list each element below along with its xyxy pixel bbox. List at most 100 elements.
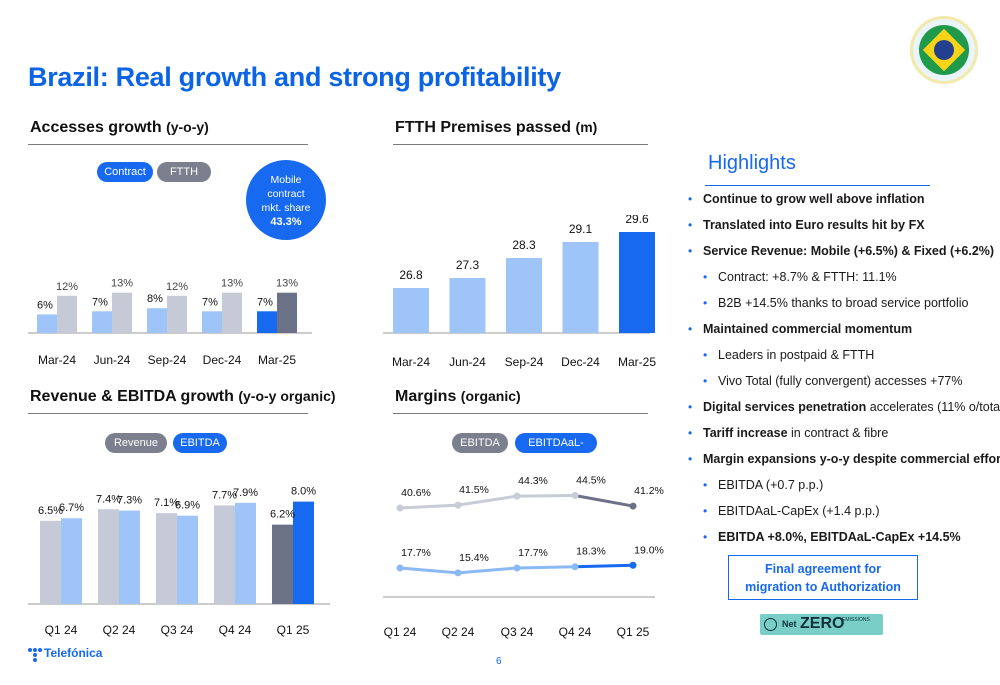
page-number: 6 [496,656,502,667]
ebitda-margin-point [629,502,637,510]
data-label-contract: 8% [147,293,163,305]
bar-contract [37,314,57,333]
highlight-item: • B2B +14.5% thanks to broad service port… [688,294,998,320]
divider [393,144,648,145]
ebitda-margin-point [454,501,462,509]
x-tick-label: Mar-25 [618,355,656,369]
x-tick-label: Q2 24 [442,625,475,639]
bar-ebitda [177,515,198,604]
bar-ftth [277,292,297,333]
data-label-ebitda: 6.9% [175,500,200,512]
data-label-revenue: 6.5% [38,505,63,517]
ftth-premises-chart: 26.8 Mar-24 27.3 Jun-24 28.3 Sep-24 29.1 Dec-24… [383,215,656,369]
bullet-icon: • [703,374,708,388]
bullet-icon: • [688,192,693,206]
bullet-icon: • [703,478,708,492]
data-label: 26.8 [399,268,423,282]
divider [28,144,308,145]
revenue-section-title: Revenue & EBITDA growth (y-o-y organic) [30,388,336,405]
bar-ebitda [235,502,256,604]
highlight-item: • Vivo Total (fully convergent) accesses … [688,372,998,398]
margins-chart: 40.6% 41.5% 44.3% 44.5% 41.2% 17.7% 15.4% 17.7%… [383,475,664,639]
bar-ftth [57,295,77,333]
data-label-revenue: 7.7% [212,489,237,501]
data-label-capex-margin: 19.0% [634,544,664,556]
data-label-ebitda-margin: 41.5% [459,484,489,496]
highlight-text: Tariff increase in contract & fibre [703,424,888,442]
bullet-icon: • [688,218,693,232]
x-tick-label: Q3 24 [161,623,194,637]
page-title: Brazil: Real growth and strong profitabi… [28,62,561,92]
x-tick-label: Q1 25 [617,625,650,639]
x-tick-label: Sep-24 [148,353,187,367]
data-label-contract: 6% [37,299,53,311]
bar-contract [92,311,112,333]
highlight-item: • Margin expansions y-o-y despite commerc… [688,450,1000,476]
bar-ftth-premises [562,242,599,333]
ftth-section-title: FTTH Premises passed (m) [395,119,598,136]
bullet-icon: • [703,348,708,362]
data-label-ebitda-margin: 40.6% [401,487,431,499]
highlight-plain-text: accelerates (11% o/total rev) [869,400,1000,414]
highlight-text: Continue to grow well above inflation [703,190,925,208]
highlight-item: • Maintained commercial momentum [688,320,998,346]
data-label-ftth: 12% [166,281,188,293]
accesses-growth-chart: 6%12%Mar-247%13%Jun-248%12%Sep-247%13%De… [28,278,312,367]
x-tick-label: Q1 24 [384,625,417,639]
bar-contract [202,311,222,333]
capex-margin-point [513,564,521,572]
highlight-plain-text: Leaders in postpaid & FTTH [718,348,875,362]
highlight-text: Leaders in postpaid & FTTH [718,346,874,364]
divider [28,413,308,414]
bar-contract [147,308,167,333]
legend-contract: Contract [97,162,153,182]
net-zero-badge: Net ZERO EMISSIONS [760,614,883,635]
x-tick-label: Sep-24 [505,355,544,369]
highlight-bold-text: Continue to grow well above inflation [703,192,925,206]
data-label-ebitda-margin: 41.2% [634,485,664,497]
ebitda-margin-point [571,492,579,500]
data-label-ftth: 13% [276,278,298,290]
highlights-list: • Continue to grow well above inflation • T… [688,190,1000,554]
bar-ebitda [119,510,140,604]
bullet-icon: • [703,530,708,544]
bullet-icon: • [688,244,693,258]
x-tick-label: Q4 24 [219,623,252,637]
capex-margin-point [454,569,462,577]
bullet-icon: • [703,270,708,284]
data-label-contract: 7% [92,296,108,308]
highlight-plain-text: EBITDA (+0.7 p.p.) [718,478,824,492]
highlight-text: Translated into Euro results hit by FX [703,216,925,234]
legend-ftth: FTTH [157,162,211,182]
bullet-icon: • [688,452,693,466]
highlight-item: • Contract: +8.7% & FTTH: 11.1% [688,268,998,294]
highlight-bold-text: Translated into Euro results hit by FX [703,218,925,232]
highlight-text: Vivo Total (fully convergent) accesses +… [718,372,962,390]
x-tick-label: Jun-24 [94,353,131,367]
bullet-icon: • [688,426,693,440]
data-label: 29.6 [625,215,649,226]
highlight-plain-text: in contract & fibre [787,426,889,440]
bullet-icon: • [688,400,693,414]
x-tick-label: Mar-24 [38,353,76,367]
highlight-plain-text: Contract: +8.7% & FTTH: 11.1% [718,270,897,284]
ebitda-margin-point [513,492,521,500]
bar-ftth-premises [506,258,542,333]
bullet-icon: • [703,504,708,518]
data-label: 27.3 [456,258,480,272]
bar-revenue [40,520,61,604]
highlight-text: B2B +14.5% thanks to broad service portf… [718,294,969,312]
mobile-contract-share-badge: Mobile contract mkt. share 43.3% [246,160,326,240]
bullet-icon: • [703,296,708,310]
data-label-ebitda: 7.9% [233,487,258,499]
highlight-item: • Continue to grow well above inflation [688,190,998,216]
highlight-text: EBITDA (+0.7 p.p.) [718,476,823,494]
x-tick-label: Jun-24 [449,355,486,369]
divider [393,413,648,414]
highlight-bold-text: Service Revenue: Mobile (+6.5%) & Fixed … [703,244,995,258]
data-label-contract: 7% [257,296,273,308]
telefonica-logo-icon [28,648,42,662]
capex-margin-point [571,563,579,571]
highlight-item: • EBITDA (+0.7 p.p.) [688,476,998,502]
legend-ebitda: EBITDA [173,433,227,453]
